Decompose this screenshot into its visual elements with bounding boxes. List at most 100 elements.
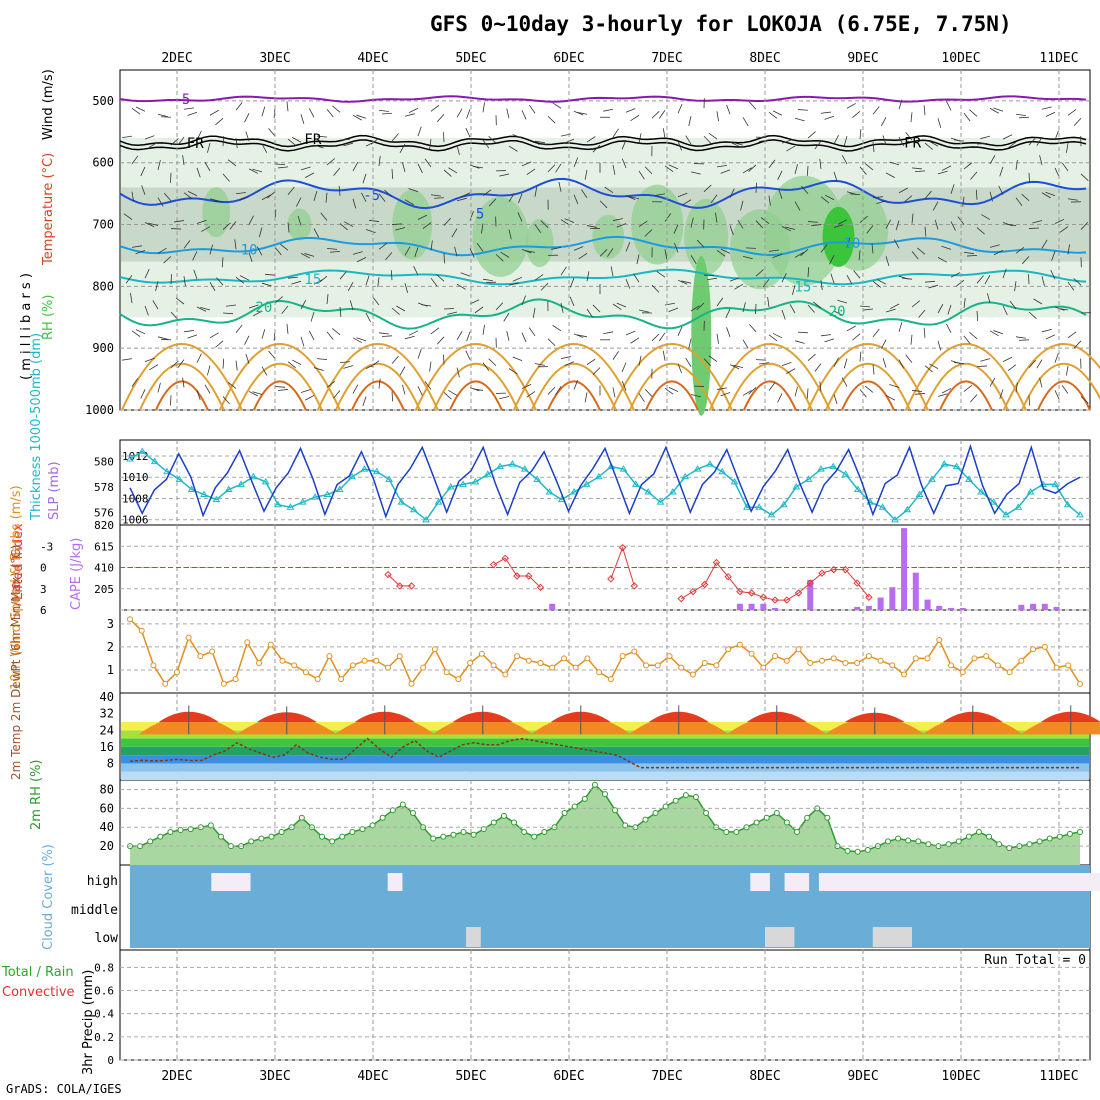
wind-speed-series-point: [514, 653, 521, 660]
wind-barb: [123, 213, 133, 220]
temp-color-band: [121, 738, 1089, 747]
thickness-series-point: [434, 498, 443, 505]
wind-barb: [547, 115, 556, 124]
wind-barb: [963, 113, 971, 122]
wind-speed-series-point: [736, 641, 743, 648]
wind-barb: [261, 143, 268, 154]
wind-barb: [807, 131, 816, 139]
wind10m-label: 10m Wind Speed & Barbs (m/s): [9, 485, 24, 690]
wind-barb: [456, 144, 460, 155]
wind-barb: [833, 357, 839, 367]
wind-speed-series-point: [361, 657, 368, 664]
wind-barb: [560, 219, 570, 226]
rh2m-point: [298, 814, 305, 821]
rh2m-point: [167, 828, 174, 835]
wind-barb: [1067, 198, 1078, 201]
wind-barb: [454, 246, 458, 257]
wind-barb: [688, 116, 692, 127]
wind-barb: [885, 395, 896, 401]
wind-barb: [807, 353, 816, 361]
wind-barb: [742, 389, 752, 396]
wind-barb: [170, 138, 179, 146]
wind-barb: [859, 215, 868, 223]
wind-barb: [846, 325, 856, 332]
wind-barb: [980, 135, 991, 140]
wind-barb: [370, 137, 380, 145]
wind-speed-series-point: [408, 680, 415, 687]
wind-speed-series-point: [420, 664, 427, 671]
wind-barb: [183, 330, 194, 333]
wind-barb: [326, 380, 336, 388]
wind-barb: [174, 220, 185, 223]
thickness-series-point: [952, 462, 961, 470]
wind-barb: [893, 239, 900, 249]
wind-barb: [215, 340, 224, 348]
wind-barb: [924, 190, 932, 199]
rh2m-point: [359, 826, 366, 833]
wind-barb: [413, 266, 419, 276]
wind-speed-series-point: [127, 616, 133, 623]
cape-bar: [854, 606, 861, 610]
wind-barb: [417, 386, 423, 396]
wind-barb: [716, 333, 719, 344]
wind-barb: [192, 251, 198, 261]
rh2m-point: [955, 838, 962, 845]
wind-barb: [1036, 136, 1043, 146]
cape-bar: [1030, 603, 1037, 610]
wind-barb: [820, 196, 830, 204]
wind-barb: [677, 140, 682, 151]
thickness-series-point: [915, 490, 924, 498]
wind-barb: [1045, 334, 1056, 340]
wind-barb: [308, 330, 315, 341]
wind-barb: [882, 357, 887, 368]
wind-barb: [361, 192, 367, 202]
wind-barb: [417, 349, 422, 359]
wind-barb: [408, 107, 419, 114]
wind-barb: [573, 110, 584, 116]
rh2m-point: [905, 837, 912, 844]
wind-barb: [144, 222, 155, 228]
wind-barb: [378, 378, 381, 389]
wind-speed-series-point: [1030, 646, 1037, 653]
rh2m-area: [130, 784, 1080, 865]
wind-barb: [573, 380, 579, 390]
rh2m-point: [925, 841, 932, 848]
rh2m-point: [763, 814, 770, 821]
wind-barb: [768, 334, 778, 342]
wind-barb: [152, 300, 159, 310]
rh2m-point: [207, 822, 214, 829]
wind-barb: [777, 170, 783, 181]
wind-barb: [794, 252, 804, 258]
wind-barb: [222, 358, 225, 369]
wind-barb: [443, 132, 445, 143]
wind-barb: [954, 139, 965, 142]
wind-barb: [656, 271, 666, 278]
wind-barb: [157, 336, 168, 340]
wind-barb: [417, 163, 423, 174]
thickness-series-point: [1063, 500, 1072, 508]
wind-barb: [1067, 244, 1070, 255]
wind-barb: [682, 199, 692, 206]
wind-speed-series-point: [947, 662, 954, 669]
wind-barb: [745, 247, 757, 249]
rh2m-point: [157, 833, 164, 840]
wind-barb: [838, 219, 848, 225]
wind-barb: [349, 300, 354, 311]
rh2m-point: [804, 814, 811, 821]
wind-barb: [729, 277, 740, 282]
wind-barb: [715, 212, 718, 223]
wind-barb: [278, 166, 289, 169]
wind-barb: [429, 139, 432, 150]
thickness-series-point: [668, 488, 677, 495]
wind-barb: [889, 303, 900, 310]
wind-barb: [209, 244, 213, 255]
wind-speed-series-point: [631, 648, 638, 655]
thickness-series-point: [940, 460, 949, 467]
wind-barb: [638, 393, 645, 403]
wind-barb: [320, 212, 328, 221]
cape-bar: [1053, 606, 1060, 610]
lifted-index-point: [525, 572, 533, 580]
wind-speed-series-point: [1018, 657, 1025, 664]
wind-barb: [820, 111, 831, 114]
wind-barb: [664, 388, 674, 395]
